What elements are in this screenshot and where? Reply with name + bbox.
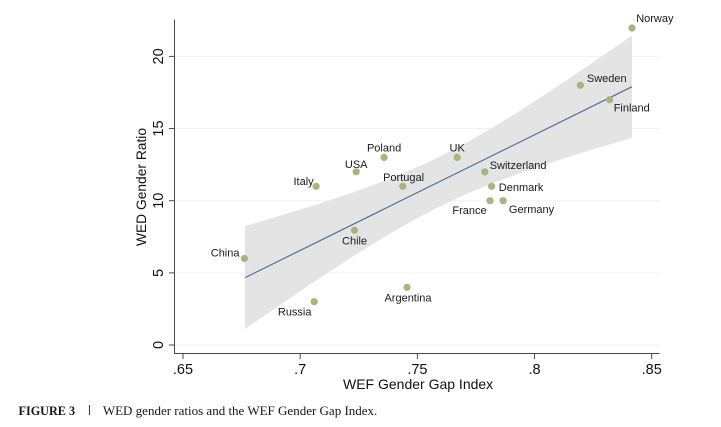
- svg-text:UK: UK: [450, 143, 466, 155]
- svg-text:France: France: [452, 205, 486, 217]
- svg-text:20: 20: [151, 48, 167, 64]
- svg-text:Italy: Italy: [294, 176, 315, 188]
- svg-text:China: China: [211, 248, 241, 260]
- svg-text:Russia: Russia: [278, 307, 313, 319]
- svg-text:.8: .8: [528, 362, 540, 378]
- svg-text:Sweden: Sweden: [587, 73, 627, 85]
- svg-text:.85: .85: [642, 362, 662, 378]
- svg-text:USA: USA: [345, 159, 368, 171]
- svg-text:WED Gender Ratio: WED Gender Ratio: [134, 128, 149, 246]
- svg-text:Chile: Chile: [342, 235, 367, 247]
- svg-text:Poland: Poland: [367, 143, 401, 155]
- svg-text:Norway: Norway: [636, 13, 674, 25]
- svg-text:5: 5: [151, 269, 167, 277]
- svg-text:Finland: Finland: [614, 103, 650, 115]
- svg-text:0: 0: [151, 341, 167, 349]
- svg-text:Germany: Germany: [509, 204, 555, 216]
- svg-text:.65: .65: [173, 362, 193, 378]
- svg-text:Switzerland: Switzerland: [490, 160, 547, 172]
- svg-text:15: 15: [151, 120, 167, 136]
- svg-text:.7: .7: [294, 362, 306, 378]
- svg-text:WEF Gender Gap Index: WEF Gender Gap Index: [343, 376, 493, 392]
- svg-text:Argentina: Argentina: [384, 293, 432, 305]
- svg-text:Portugal: Portugal: [383, 172, 424, 184]
- svg-text:Denmark: Denmark: [499, 182, 544, 194]
- svg-text:.75: .75: [407, 362, 427, 378]
- svg-text:10: 10: [151, 193, 167, 209]
